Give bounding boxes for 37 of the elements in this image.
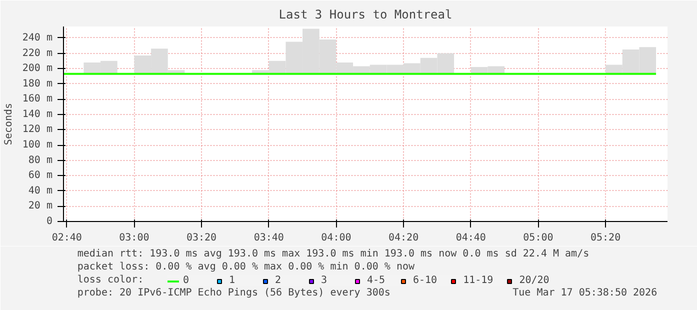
x-tick-label: 04:20 (388, 232, 419, 244)
x-tick-label: 03:20 (186, 232, 217, 244)
y-tick-label: 20 m (28, 200, 53, 212)
y-tick-label: 80 m (28, 154, 53, 166)
x-tick-label: 04:40 (456, 232, 486, 244)
legend-title: loss color: (77, 274, 144, 286)
text: median rtt: 193.0 ms avg 193.0 ms max 193.0 ms min 193.0 ms now 0.0 ms sd 22.4 M am/s (77, 248, 590, 260)
legend-label: 2 (275, 275, 282, 286)
x-tick-label: 04:00 (321, 232, 352, 244)
y-tick-label: 160 m (22, 94, 53, 105)
x-tick-label: 02:40 (52, 232, 82, 244)
legend-label: 1 (229, 275, 236, 286)
y-tick-label: 220 m (22, 48, 53, 59)
text: packet loss: 0.00 % avg 0.00 % max 0.00 % min 0.00 % now (77, 262, 416, 272)
legend-label: 6-10 (413, 275, 438, 286)
y-tick-label: 200 m (22, 63, 53, 74)
y-tick-label: 40 m (28, 185, 53, 196)
chart-title: Last 3 Hours to Montreal (278, 8, 452, 22)
text: probe: 20 IPv6-ICMP Echo Pings (56 Bytes) every 300s (77, 288, 390, 298)
y-tick-label: 60 m (28, 170, 53, 182)
y-tick-label: 140 m (22, 108, 53, 120)
y-axis-title: Seconds (3, 102, 14, 146)
text: Tue Mar 17 05:38:50 2026 (512, 288, 658, 298)
y-tick-label: 180 m (22, 78, 53, 90)
legend-label: 4-5 (367, 275, 386, 286)
legend-label: 11-19 (463, 275, 494, 286)
legend-label: 0 (183, 275, 190, 286)
x-tick-label: 05:00 (523, 232, 554, 244)
y-tick-label: 240 m (22, 32, 53, 44)
x-tick-label: 03:40 (254, 232, 284, 244)
x-tick-label: 03:00 (119, 232, 150, 244)
y-tick-label: 0 (46, 216, 53, 227)
legend-label: 3 (321, 275, 328, 286)
y-tick-label: 120 m (22, 124, 53, 136)
legend-label: 20/20 (519, 275, 550, 286)
y-tick-label: 100 m (22, 140, 53, 151)
x-tick-label: 05:20 (590, 232, 621, 244)
